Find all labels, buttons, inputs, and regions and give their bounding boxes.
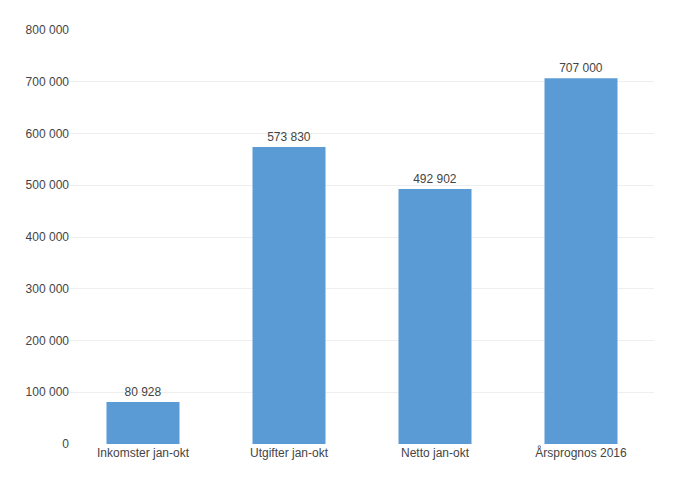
svg-text:Inkomster jan-okt: Inkomster jan-okt	[97, 446, 190, 460]
svg-text:573 830: 573 830	[267, 130, 311, 144]
svg-text:200 000: 200 000	[26, 334, 70, 348]
svg-text:Utgifter jan-okt: Utgifter jan-okt	[250, 446, 329, 460]
svg-text:Netto jan-okt: Netto jan-okt	[401, 446, 470, 460]
svg-text:707 000: 707 000	[559, 61, 603, 75]
svg-text:500 000: 500 000	[26, 178, 70, 192]
svg-text:800 000: 800 000	[26, 23, 70, 37]
svg-text:80 928: 80 928	[124, 385, 161, 399]
svg-text:492 902: 492 902	[413, 172, 457, 186]
svg-text:Årsprognos 2016: Årsprognos 2016	[535, 445, 627, 460]
svg-text:700 000: 700 000	[26, 75, 70, 89]
svg-text:300 000: 300 000	[26, 282, 70, 296]
svg-text:600 000: 600 000	[26, 127, 70, 141]
svg-text:0: 0	[62, 437, 69, 451]
svg-text:400 000: 400 000	[26, 230, 70, 244]
svg-text:100 000: 100 000	[26, 385, 70, 399]
